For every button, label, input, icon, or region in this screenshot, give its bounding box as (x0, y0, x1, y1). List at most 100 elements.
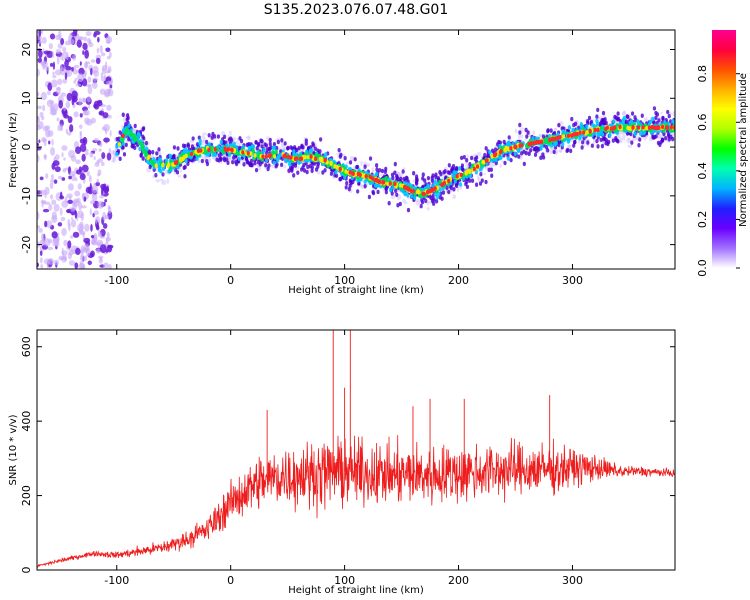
noise-speckle (55, 49, 61, 55)
halo-speckle (456, 186, 459, 193)
ridge-mark (115, 136, 119, 142)
ridge-mark (293, 163, 298, 168)
ridge-mark (239, 138, 244, 144)
noise-speckle (71, 67, 74, 72)
ridge-mark (215, 157, 219, 162)
ridge-mark (148, 164, 152, 170)
noise-speckle (50, 194, 54, 200)
ridge-mark (311, 141, 315, 146)
noise-speckle (54, 241, 60, 247)
noise-speckle (53, 259, 60, 266)
noise-speckle (61, 250, 68, 256)
ridge-mark (633, 115, 637, 120)
ridge-mark (190, 151, 194, 157)
halo-speckle (371, 167, 374, 172)
ridge-mark (557, 122, 561, 128)
ridge-mark (435, 195, 440, 200)
ridge-mark (310, 168, 314, 174)
halo-speckle (247, 135, 251, 141)
noise-speckle (39, 111, 44, 118)
ridge-mark (275, 145, 279, 151)
ridge-mark (499, 145, 503, 151)
ridge-mark (426, 175, 431, 181)
ridge-mark (626, 114, 630, 120)
noise-speckle (74, 190, 81, 197)
noise-speckle (105, 76, 112, 83)
ridge-mark (141, 156, 145, 161)
ridge-mark (637, 143, 641, 148)
noise-speckle (78, 124, 83, 130)
ridge-mark (593, 131, 597, 136)
ridge-mark (488, 150, 492, 155)
ridge-mark (213, 152, 217, 158)
halo-speckle (390, 194, 396, 200)
ridge-mark (401, 169, 405, 174)
spectrogram-x-label: Height of straight line (km) (288, 285, 424, 296)
ridge-mark (343, 156, 347, 161)
ridge-mark (290, 168, 294, 173)
ridge-mark (305, 169, 309, 175)
ridge-mark (601, 110, 606, 116)
halo-speckle (404, 201, 408, 205)
ridge-mark (588, 129, 592, 134)
noise-speckle (80, 249, 84, 257)
ridge-mark (494, 152, 498, 157)
ridge-mark (460, 163, 465, 168)
ridge-mark (562, 134, 566, 139)
ridge-mark (390, 191, 394, 196)
ridge-mark (226, 160, 230, 166)
noise-speckle (51, 50, 55, 59)
halo-speckle (538, 133, 542, 138)
ridge-mark (398, 183, 403, 188)
ridge-mark (121, 145, 125, 150)
ridge-mark (640, 113, 644, 118)
ridge-mark (430, 175, 434, 181)
ridge-mark (323, 168, 327, 173)
ridge-mark (213, 147, 217, 152)
ridge-mark (440, 182, 444, 188)
ridge-mark (329, 161, 333, 166)
halo-speckle (207, 157, 212, 164)
noise-speckle (96, 178, 99, 184)
ridge-mark (133, 137, 137, 143)
noise-speckle (42, 138, 48, 142)
ridge-mark (125, 117, 129, 122)
noise-speckle (52, 75, 57, 79)
ridge-mark (382, 180, 386, 185)
ridge-mark (430, 178, 435, 184)
halo-speckle (402, 167, 406, 170)
ridge-mark (525, 143, 529, 149)
ridge-mark (268, 137, 272, 143)
ridge-mark (465, 158, 469, 163)
ridge-mark (533, 152, 538, 157)
halo-speckle (426, 207, 430, 211)
ridge-mark (268, 141, 272, 147)
noise-speckle (51, 138, 54, 146)
ridge-mark (217, 153, 221, 158)
ridge-mark (133, 123, 137, 129)
noise-speckle (57, 222, 63, 227)
ridge-mark (505, 146, 509, 151)
halo-speckle (517, 134, 521, 140)
ridge-mark (272, 160, 276, 165)
noise-speckle (47, 246, 54, 251)
ridge-mark (621, 117, 626, 122)
noise-speckle (107, 204, 110, 211)
halo-speckle (415, 200, 420, 206)
ridge-mark (653, 125, 657, 131)
ridge-mark (526, 130, 530, 135)
ridge-mark (304, 138, 308, 143)
ridge-mark (438, 179, 442, 185)
ridge-mark (356, 189, 360, 194)
noise-speckle (62, 51, 66, 55)
ridge-mark (154, 163, 158, 168)
noise-speckle (71, 173, 76, 182)
ridge-mark (187, 152, 191, 157)
ridge-mark (272, 141, 277, 147)
ridge-mark (666, 132, 671, 137)
ridge-mark (573, 121, 578, 127)
noise-speckle (67, 218, 71, 227)
y-tick-label: -20 (20, 236, 33, 254)
noise-speckle (82, 78, 88, 87)
ridge-mark (598, 121, 603, 126)
